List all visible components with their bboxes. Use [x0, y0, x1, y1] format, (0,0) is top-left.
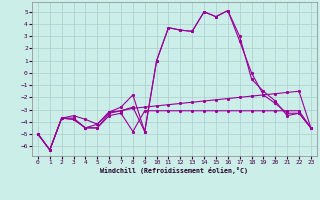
X-axis label: Windchill (Refroidissement éolien,°C): Windchill (Refroidissement éolien,°C)	[100, 167, 248, 174]
